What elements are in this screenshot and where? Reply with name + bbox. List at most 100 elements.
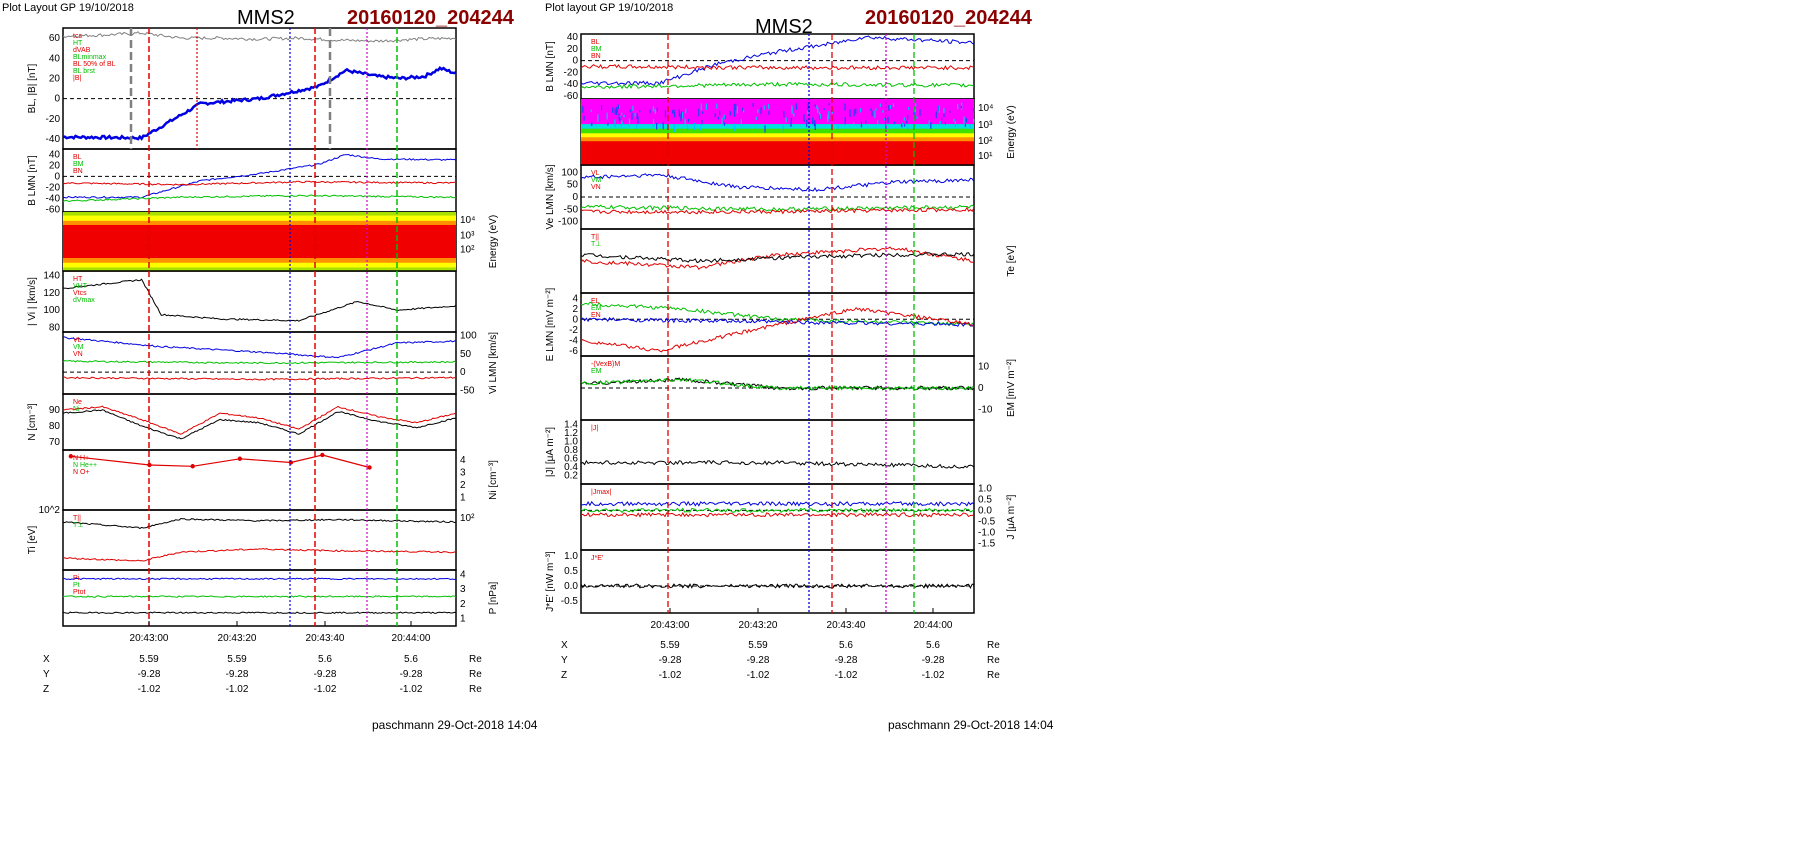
spectrogram-speck <box>860 108 862 113</box>
series-line <box>62 31 457 43</box>
spectrogram-speck <box>973 119 975 123</box>
spectrogram-speck <box>659 123 661 129</box>
left-event-title: 20160120_204244 <box>347 7 514 29</box>
spectrogram-speck <box>705 103 708 110</box>
legend-entry: BM <box>73 161 84 168</box>
spectrogram-speck <box>791 105 793 112</box>
legend-entry: VL <box>591 170 600 177</box>
y-tick-label: 1.0 <box>564 436 578 447</box>
legend-entry: N O+ <box>73 469 90 476</box>
ephemeris-value: -9.28 <box>314 669 337 680</box>
series-line <box>62 376 457 381</box>
y-tick-label: 120 <box>43 288 60 299</box>
panel-frame <box>62 569 457 627</box>
legend-entry: BM <box>591 46 602 53</box>
spectrogram-speck <box>790 121 792 127</box>
spectrogram-speck <box>614 108 616 115</box>
data-point <box>190 464 195 469</box>
ephemeris-unit: Re <box>469 669 482 680</box>
spectrogram-speck <box>764 125 766 133</box>
spectrogram-speck <box>785 117 787 123</box>
y-tick-label: 2 <box>460 480 466 491</box>
legend-entry: VL <box>73 337 82 344</box>
y-axis-label: BL, |B| [nT] <box>27 63 38 113</box>
y-tick-label: 10² <box>460 245 475 256</box>
legend-entry: HT <box>73 40 83 47</box>
spectrogram-speck <box>636 112 638 120</box>
y-tick-label: -50 <box>564 204 579 215</box>
spectrogram-speck <box>837 124 839 129</box>
series-line <box>62 405 457 435</box>
y-tick-label: 1.0 <box>978 483 992 494</box>
y-tick-label: 80 <box>49 323 61 334</box>
spectrogram-speck <box>816 105 818 109</box>
ephemeris-label: Y <box>43 669 50 680</box>
y-tick-label: -60 <box>46 204 61 215</box>
series-line <box>580 173 975 192</box>
spectrogram-band <box>581 137 974 142</box>
y-tick-label: 20 <box>567 44 579 55</box>
legend-entry: N He++ <box>73 462 97 469</box>
y-tick-label: 1 <box>460 614 466 625</box>
legend-entry: T|| <box>73 515 81 522</box>
ephemeris-label: Z <box>43 684 49 695</box>
y-tick-label: 70 <box>49 437 61 448</box>
series-line <box>580 316 975 327</box>
spectrogram-speck <box>887 116 889 124</box>
ephemeris-value: -1.02 <box>922 670 945 681</box>
y-tick-label: 100 <box>43 305 60 316</box>
y-tick-label: -60 <box>564 91 579 102</box>
y-tick-label: -10 <box>978 404 993 415</box>
spectrogram-speck <box>803 114 805 122</box>
legend-entry: Pt <box>73 582 80 589</box>
spectrogram-speck <box>614 119 616 125</box>
y-tick-label: 0.5 <box>564 566 578 577</box>
ephemeris-unit: Re <box>987 655 1000 666</box>
y-axis-label: EM [mV m⁻²] <box>1006 359 1017 417</box>
spectrogram-speck <box>673 112 676 118</box>
spectrogram-speck <box>913 112 915 117</box>
spectrogram-speck <box>853 109 855 117</box>
y-axis-label: Ve LMN [km/s] <box>545 164 556 229</box>
y-tick-label: 50 <box>460 349 472 360</box>
spectrogram-speck <box>865 120 867 124</box>
y-tick-label: -1.5 <box>978 538 996 549</box>
spectrogram-band <box>63 262 456 268</box>
legend-entry: VM <box>73 344 84 351</box>
spectrogram-speck <box>806 119 808 128</box>
series-line <box>580 507 975 514</box>
y-tick-label: -2 <box>569 325 578 336</box>
spectrogram-speck <box>823 108 825 111</box>
spectrogram-speck <box>763 105 765 110</box>
spectrogram-speck <box>724 116 726 120</box>
spectrogram-speck <box>721 117 723 125</box>
y-axis-label: Energy (eV) <box>1006 105 1017 158</box>
y-tick-label: 2 <box>572 304 578 315</box>
spectrogram-band <box>63 220 456 226</box>
series-line <box>580 64 975 71</box>
ephemeris-label: X <box>561 640 568 651</box>
spectrogram-speck <box>855 108 857 115</box>
spectrogram-speck <box>694 122 696 131</box>
y-tick-label: 20 <box>49 160 61 171</box>
legend-entry: Vtcs <box>73 290 87 297</box>
y-tick-label: 60 <box>49 33 61 44</box>
spectrogram-speck <box>733 104 735 110</box>
x-tick-label: 20:43:40 <box>827 620 866 631</box>
spectrogram-speck <box>973 107 975 112</box>
y-tick-label: 10⁴ <box>460 215 475 226</box>
legend-entry: VN <box>73 351 83 358</box>
series-line <box>580 582 975 590</box>
y-axis-label: Energy (eV) <box>488 215 499 268</box>
spectrogram-speck <box>740 119 742 126</box>
legend-entry: T⊥ <box>73 522 83 529</box>
x-tick-label: 20:44:00 <box>914 620 953 631</box>
series-line <box>62 194 457 203</box>
series-line <box>580 511 975 518</box>
y-axis-label: J [μA m⁻²] <box>1006 494 1017 539</box>
y-tick-label: 10² <box>460 513 475 524</box>
spectrogram-speck <box>681 111 684 119</box>
y-tick-label: 10⁴ <box>978 103 993 114</box>
x-tick-label: 20:43:00 <box>130 633 169 644</box>
